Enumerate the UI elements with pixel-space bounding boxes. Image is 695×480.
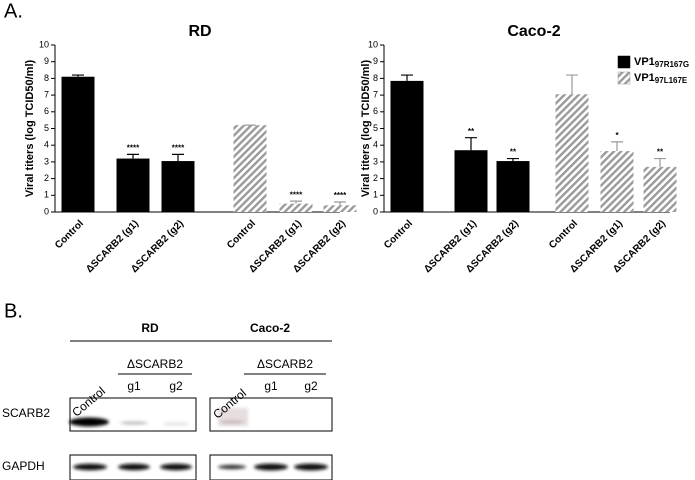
x-tick-label: Control xyxy=(382,218,415,251)
group-label: ΔSCARB2 xyxy=(257,357,313,371)
y-tick-label: 9 xyxy=(373,56,378,66)
row-label: GAPDH xyxy=(2,459,45,473)
blots xyxy=(69,340,333,480)
panel-label: B. xyxy=(4,300,23,322)
y-tick-label: 10 xyxy=(39,39,49,49)
y-tick-label: 8 xyxy=(373,73,378,83)
y-tick-label: 4 xyxy=(373,140,378,150)
legend-subscript: 97R167G xyxy=(655,60,689,69)
legend-label: VP197R167G xyxy=(634,56,689,69)
error-bar xyxy=(401,74,413,81)
y-tick-label: 2 xyxy=(373,173,378,183)
y-axis-label: Viral titers (log TCID50/ml) xyxy=(24,59,36,197)
y-tick-label: 4 xyxy=(44,140,49,150)
chart-title: RD xyxy=(188,23,211,40)
legend-name: VP1 xyxy=(634,72,655,84)
bar xyxy=(390,80,424,212)
error-bar xyxy=(72,74,84,77)
bar xyxy=(323,205,357,212)
y-tick-label: 5 xyxy=(44,123,49,133)
lane-label: g1 xyxy=(127,379,141,393)
y-tick-label: 2 xyxy=(44,173,49,183)
error-bar xyxy=(334,201,346,206)
y-tick-label: 10 xyxy=(368,39,378,49)
y-tick-label: 3 xyxy=(44,156,49,166)
y-tick-label: 0 xyxy=(373,206,378,216)
group-label: ΔSCARB2 xyxy=(127,357,183,371)
bar xyxy=(61,76,95,212)
lane-label: g2 xyxy=(169,379,183,393)
bar xyxy=(454,150,488,212)
significance: ** xyxy=(657,148,664,157)
legend-subscript: 97L167E xyxy=(655,76,688,85)
error-bar xyxy=(611,141,623,152)
row-label: SCARB2 xyxy=(2,406,50,420)
y-tick-label: 9 xyxy=(44,56,49,66)
chart-title: Caco-2 xyxy=(507,23,560,40)
error-bar xyxy=(654,157,666,167)
y-tick-label: 1 xyxy=(44,190,49,200)
lane-label: g2 xyxy=(304,379,318,393)
blot-title: RD xyxy=(141,321,159,335)
x-tick-label: Control xyxy=(547,218,580,251)
y-tick-label: 7 xyxy=(44,89,49,99)
bar xyxy=(643,166,677,212)
error-bar xyxy=(172,153,184,162)
y-tick-label: 1 xyxy=(373,190,378,200)
significance: ** xyxy=(510,148,517,157)
significance: **** xyxy=(127,143,140,152)
significance: * xyxy=(615,131,619,140)
bar xyxy=(116,158,150,212)
error-bar xyxy=(465,137,477,151)
bar xyxy=(279,203,313,212)
legend-swatch xyxy=(617,55,631,69)
legend-label: VP197L167E xyxy=(634,72,688,85)
y-tick-label: 6 xyxy=(44,106,49,116)
blot-title: Caco-2 xyxy=(250,321,290,335)
y-tick-label: 6 xyxy=(373,106,378,116)
y-tick-label: 7 xyxy=(373,89,378,99)
legend-name: VP1 xyxy=(634,56,655,68)
y-tick-label: 0 xyxy=(44,206,49,216)
significance: **** xyxy=(172,143,185,152)
legend-swatch xyxy=(617,71,631,85)
error-bar xyxy=(127,153,139,159)
bar xyxy=(600,151,634,212)
error-bar xyxy=(290,200,302,204)
significance: **** xyxy=(334,191,347,200)
error-bar xyxy=(566,74,578,95)
panel-label: A. xyxy=(4,0,23,22)
bar xyxy=(555,94,589,212)
y-tick-label: 3 xyxy=(373,156,378,166)
significance: ** xyxy=(468,127,475,136)
y-axis-label: Viral titers (log TCID50/ml) xyxy=(360,59,372,197)
bar xyxy=(161,161,195,212)
x-tick-label: Control xyxy=(53,218,86,251)
bar xyxy=(496,161,530,212)
error-bar xyxy=(507,157,519,162)
lane-label: g1 xyxy=(264,379,278,393)
significance: **** xyxy=(290,190,303,199)
y-tick-label: 8 xyxy=(44,73,49,83)
y-tick-label: 5 xyxy=(373,123,378,133)
bar xyxy=(233,125,267,212)
x-tick-label: Control xyxy=(225,218,258,251)
